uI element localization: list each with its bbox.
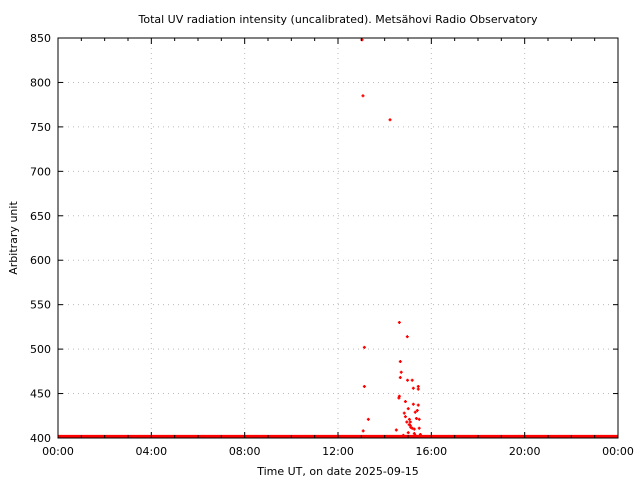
data-point — [403, 400, 407, 404]
data-point — [411, 386, 415, 390]
data-point — [361, 94, 365, 98]
data-point — [415, 408, 419, 412]
data-point — [361, 429, 365, 433]
data-point — [362, 384, 366, 388]
data-point — [413, 433, 417, 437]
y-tick-label: 500 — [30, 343, 51, 356]
data-point — [362, 345, 366, 349]
data-point — [418, 432, 422, 436]
x-tick-label: 20:00 — [509, 445, 541, 458]
y-axis-label: Arbitrary unit — [7, 201, 20, 275]
y-tick-label: 450 — [30, 388, 51, 401]
data-point — [399, 370, 403, 374]
data-points — [360, 38, 422, 437]
x-tick-label: 00:00 — [602, 445, 634, 458]
data-point — [405, 335, 409, 339]
data-point — [406, 378, 410, 382]
data-point — [398, 360, 402, 364]
data-point — [407, 417, 411, 421]
data-point — [394, 428, 398, 432]
data-point — [407, 423, 411, 427]
data-point — [416, 384, 420, 388]
y-tick-label: 650 — [30, 210, 51, 223]
y-tick-label: 550 — [30, 299, 51, 312]
data-point — [406, 431, 410, 435]
data-point — [412, 432, 416, 436]
x-tick-label: 16:00 — [415, 445, 447, 458]
x-axis-label: Time UT, on date 2025-09-15 — [256, 465, 419, 478]
data-point — [388, 118, 392, 122]
x-tick-label: 12:00 — [322, 445, 354, 458]
data-point — [398, 376, 402, 380]
x-tick-label: 08:00 — [229, 445, 261, 458]
y-tick-label: 400 — [30, 432, 51, 445]
data-point — [413, 410, 417, 414]
data-point — [412, 427, 416, 431]
grid — [58, 38, 618, 438]
y-tick-label: 700 — [30, 165, 51, 178]
axis-ticks: 400 450 500 550 600 650 700 750 800 850 00:00 04:00… — [30, 32, 634, 458]
x-tick-label: 04:00 — [135, 445, 167, 458]
y-tick-label: 850 — [30, 32, 51, 45]
data-point — [417, 417, 421, 421]
y-tick-label: 800 — [30, 76, 51, 89]
data-point — [410, 378, 414, 382]
data-point — [397, 394, 401, 398]
x-tick-label: 00:00 — [42, 445, 74, 458]
data-point — [401, 433, 405, 437]
data-point — [402, 411, 406, 415]
chart-title: Total UV radiation intensity (uncalibrat… — [138, 13, 538, 26]
data-point — [366, 417, 370, 421]
y-tick-label: 750 — [30, 121, 51, 134]
data-point — [414, 416, 418, 420]
data-point — [417, 426, 421, 430]
data-point — [408, 420, 412, 424]
data-point — [403, 415, 407, 419]
data-point — [410, 426, 414, 430]
data-point — [416, 403, 420, 407]
data-point — [397, 320, 401, 324]
data-point — [411, 402, 415, 406]
data-point — [405, 420, 409, 424]
y-tick-label: 600 — [30, 254, 51, 267]
data-point — [416, 387, 420, 391]
data-point — [406, 407, 410, 411]
